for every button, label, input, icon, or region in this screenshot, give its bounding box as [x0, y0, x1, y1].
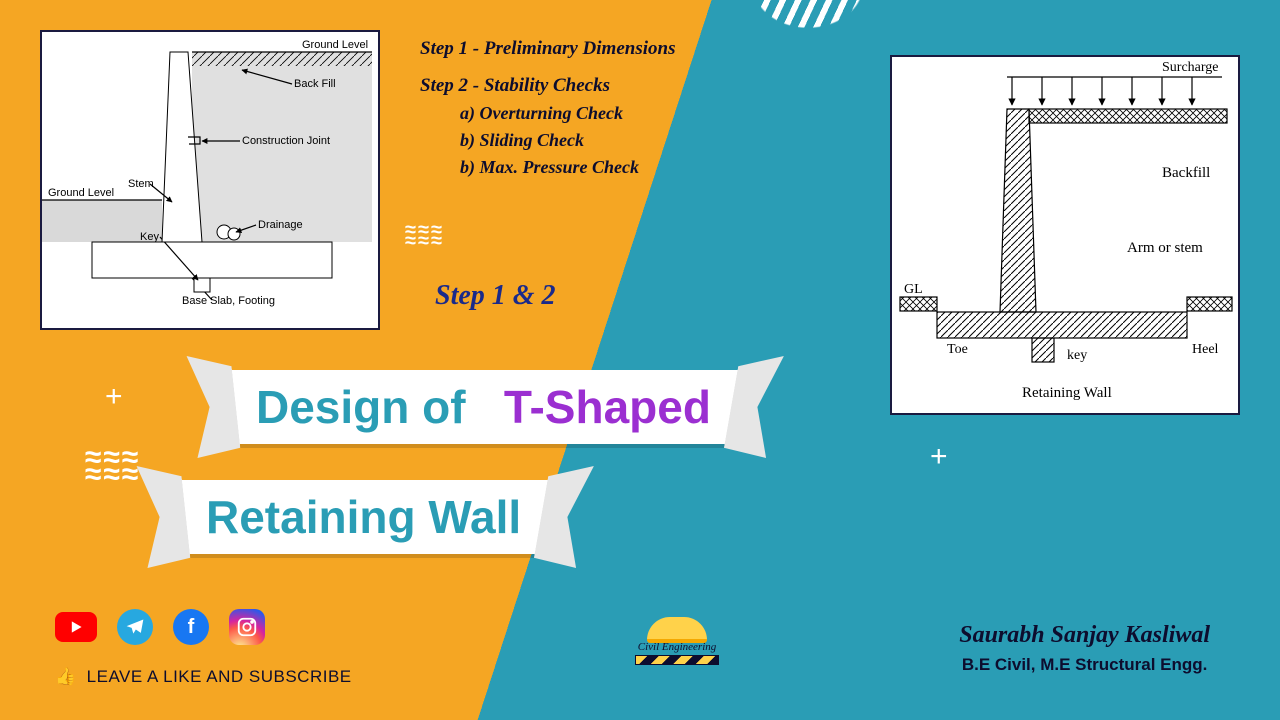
- diagram-left: Ground Level Ground Level Base Slab, Foo…: [40, 30, 380, 330]
- label-cj: Construction Joint: [242, 135, 330, 147]
- decor-plus-2: +: [930, 440, 948, 474]
- author-credentials: B.E Civil, M.E Structural Engg.: [959, 655, 1210, 675]
- stage: ≈≈≈≈≈≈ ≈≈≈≈≈≈ + + Ground Level Ground Le…: [0, 0, 1280, 720]
- title-banner-2: Retaining Wall: [166, 480, 561, 554]
- decor-wave-2: ≈≈≈≈≈≈: [85, 450, 140, 483]
- label-heel: Heel: [1192, 342, 1219, 357]
- label-backfill-r: Backfill: [1162, 165, 1210, 181]
- civil-engineering-logo: Civil Engineering: [635, 617, 719, 665]
- instagram-icon[interactable]: [229, 609, 265, 645]
- steps-block: Step 1 - Preliminary Dimensions Step 2 -…: [420, 35, 840, 181]
- step-accent: Step 1 & 2: [435, 280, 556, 312]
- telegram-icon[interactable]: [117, 609, 153, 645]
- caution-bar-icon: [635, 655, 719, 665]
- author-name: Saurabh Sanjay Kasliwal: [959, 622, 1210, 649]
- label-arm: Arm or stem: [1127, 240, 1203, 256]
- check-b: b) Sliding Check: [460, 127, 840, 154]
- step1-text: Step 1 - Preliminary Dimensions: [420, 35, 840, 64]
- check-c: b) Max. Pressure Check: [460, 154, 840, 181]
- cta-text: LEAVE A LIKE AND SUBSCRIBE: [87, 668, 352, 685]
- label-base: Base Slab, Footing: [182, 295, 275, 307]
- step2-text: Step 2 - Stability Checks: [420, 72, 840, 101]
- label-caption: Retaining Wall: [1022, 385, 1112, 401]
- label-backfill-left: Back Fill: [294, 78, 336, 90]
- banner1-part2: T-Shaped: [504, 381, 711, 433]
- facebook-icon[interactable]: f: [173, 609, 209, 645]
- hardhat-icon: [647, 617, 707, 643]
- logo-text: Civil Engineering: [635, 641, 719, 653]
- surcharge-arrows: [1012, 77, 1192, 105]
- label-drain: Drainage: [258, 219, 303, 231]
- social-row: f: [55, 609, 265, 645]
- label-ground-top: Ground Level: [302, 39, 368, 51]
- banner1-part1: Design of: [256, 381, 466, 433]
- author-block: Saurabh Sanjay Kasliwal B.E Civil, M.E S…: [959, 622, 1210, 675]
- label-toe: Toe: [947, 342, 968, 357]
- banner2-text: Retaining Wall: [206, 490, 521, 544]
- title-banner-1: Design of T-Shaped: [216, 370, 751, 444]
- decor-plus-1: +: [105, 380, 123, 414]
- thumbs-up-icon: 👍: [55, 668, 77, 685]
- youtube-icon[interactable]: [55, 612, 97, 642]
- label-gl: GL: [904, 282, 923, 297]
- check-a: a) Overturning Check: [460, 100, 840, 127]
- label-key: Key: [140, 231, 159, 243]
- diagram-right: Surcharge Backfill Arm or stem GL Toe He…: [890, 55, 1240, 415]
- cta-row: 👍 LEAVE A LIKE AND SUBSCRIBE: [55, 668, 352, 685]
- decor-wave-1: ≈≈≈≈≈≈: [405, 225, 444, 247]
- label-surcharge: Surcharge: [1162, 60, 1219, 75]
- label-key-r: key: [1067, 348, 1087, 363]
- label-stem: Stem: [128, 178, 154, 190]
- label-ground-left: Ground Level: [48, 187, 114, 199]
